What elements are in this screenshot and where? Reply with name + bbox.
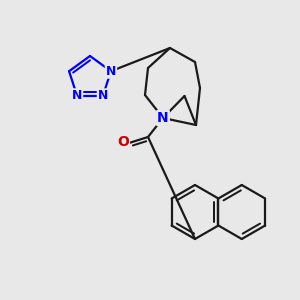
Text: N: N (98, 89, 108, 102)
Text: N: N (72, 89, 82, 102)
Text: N: N (106, 65, 116, 78)
Text: N: N (157, 111, 169, 125)
Text: O: O (117, 135, 129, 149)
